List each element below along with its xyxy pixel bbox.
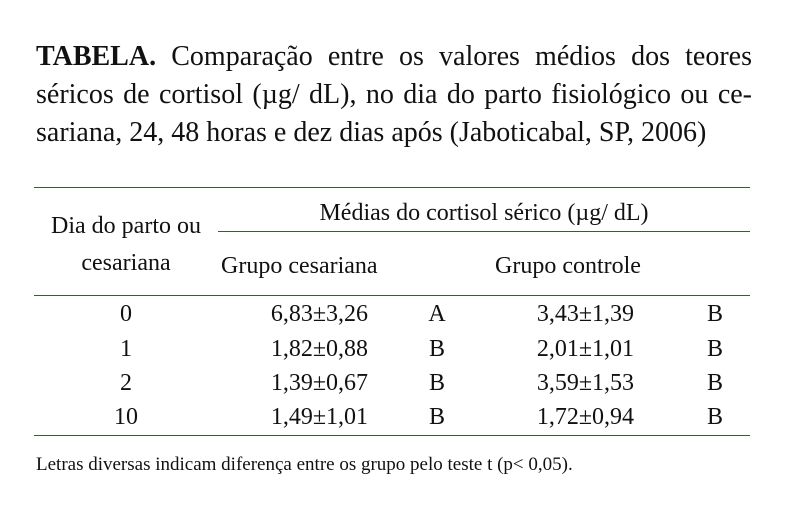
ctrl-value-cell: 3,43±1,39 [536, 301, 634, 327]
ctrl-value-cell: 3,59±1,53 [536, 370, 634, 396]
ctrl-letter-cell: B [706, 370, 723, 396]
ces-value-cell: 1,49±1,01 [270, 404, 368, 430]
sub-header-controle: Grupo controle [495, 253, 641, 279]
day-cell: 0 [120, 301, 132, 327]
table-footnote: Letras diversas indicam diferença entre … [36, 454, 573, 475]
ces-letter-cell: B [428, 370, 445, 396]
ctrl-value-cell: 2,01±1,01 [536, 336, 634, 362]
ces-value-cell: 6,83±3,26 [270, 301, 368, 327]
ces-letter-cell: B [428, 336, 445, 362]
caption-text: Comparação entre os valores médios dos t… [36, 41, 752, 148]
ctrl-letter-cell: B [706, 336, 723, 362]
day-cell: 1 [120, 336, 132, 362]
header-bottom-rule [34, 295, 750, 296]
ctrl-letter-cell: B [706, 404, 723, 430]
sub-header-cesariana: Grupo cesariana [221, 253, 378, 279]
col-header-day-line2: cesariana [81, 250, 171, 276]
ctrl-value-cell: 1,72±0,94 [536, 404, 634, 430]
top-rule [34, 187, 750, 188]
ces-value-cell: 1,39±0,67 [270, 370, 368, 396]
ces-letter-cell: A [428, 301, 446, 327]
ces-value-cell: 1,82±0,88 [270, 336, 368, 362]
day-cell: 2 [120, 370, 132, 396]
day-cell: 10 [114, 404, 138, 430]
table-caption: TABELA. Comparação entre os valores médi… [36, 38, 752, 152]
caption-label: TABELA. [36, 41, 157, 72]
col-header-day-line1: Dia do parto ou [51, 213, 201, 239]
ctrl-letter-cell: B [706, 301, 723, 327]
group-header: Médias do cortisol sérico (µg/ dL) [319, 200, 649, 226]
group-header-rule [218, 231, 750, 232]
ces-letter-cell: B [428, 404, 445, 430]
bottom-rule [34, 435, 750, 436]
